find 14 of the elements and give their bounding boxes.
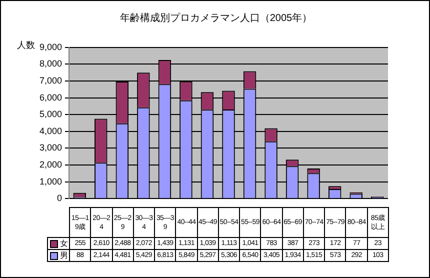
y-tick-label: 0 (56, 193, 62, 204)
legend-label: 男 (48, 250, 70, 262)
y-tick-label: 7,000 (39, 75, 62, 86)
y-tick-label: 1,000 (39, 176, 62, 186)
y-tick-label: 4,000 (39, 126, 62, 136)
y-tick-label: 5,000 (39, 109, 62, 120)
y-axis-title: 人数 (17, 39, 35, 52)
y-tick-label: 6,000 (39, 92, 62, 102)
y-tick-label: 2,000 (39, 159, 62, 170)
y-tick-label: 8,000 (39, 58, 62, 69)
legend-label: 女 (48, 238, 70, 250)
y-tick-label: 9,000 (39, 42, 62, 52)
y-tick-label: 3,000 (39, 142, 62, 153)
chart-title: 年齢構成別プロカメラマン人口（2005年） (118, 12, 314, 25)
